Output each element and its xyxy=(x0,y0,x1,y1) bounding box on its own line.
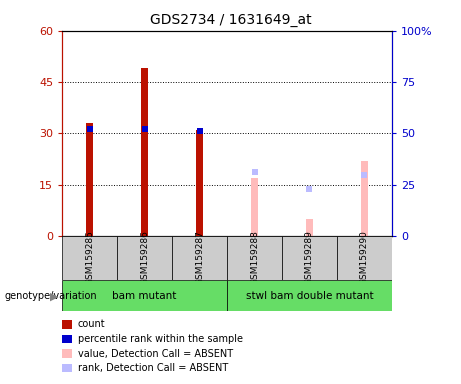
Text: count: count xyxy=(78,319,106,329)
Text: GSM159290: GSM159290 xyxy=(360,230,369,285)
Bar xyxy=(361,161,368,236)
Bar xyxy=(142,68,148,236)
Bar xyxy=(86,123,93,236)
Text: genotype/variation: genotype/variation xyxy=(5,291,97,301)
Bar xyxy=(282,236,337,280)
Bar xyxy=(117,236,172,280)
Bar xyxy=(227,236,282,280)
Text: percentile rank within the sample: percentile rank within the sample xyxy=(78,334,243,344)
Text: stwl bam double mutant: stwl bam double mutant xyxy=(246,291,373,301)
Bar xyxy=(337,236,392,280)
Text: GSM159289: GSM159289 xyxy=(305,230,314,285)
Bar xyxy=(306,219,313,236)
Text: GSM159288: GSM159288 xyxy=(250,230,259,285)
Bar xyxy=(62,280,227,311)
Bar xyxy=(227,280,392,311)
Text: value, Detection Call = ABSENT: value, Detection Call = ABSENT xyxy=(78,349,233,359)
Bar xyxy=(62,236,117,280)
Text: rank, Detection Call = ABSENT: rank, Detection Call = ABSENT xyxy=(78,363,228,373)
Bar xyxy=(251,178,258,236)
Bar xyxy=(196,130,203,236)
Text: GSM159287: GSM159287 xyxy=(195,230,204,285)
Bar xyxy=(172,236,227,280)
Text: GDS2734 / 1631649_at: GDS2734 / 1631649_at xyxy=(150,13,311,27)
Text: ▶: ▶ xyxy=(50,291,59,301)
Text: GSM159285: GSM159285 xyxy=(85,230,94,285)
Text: GSM159286: GSM159286 xyxy=(140,230,149,285)
Text: bam mutant: bam mutant xyxy=(112,291,177,301)
